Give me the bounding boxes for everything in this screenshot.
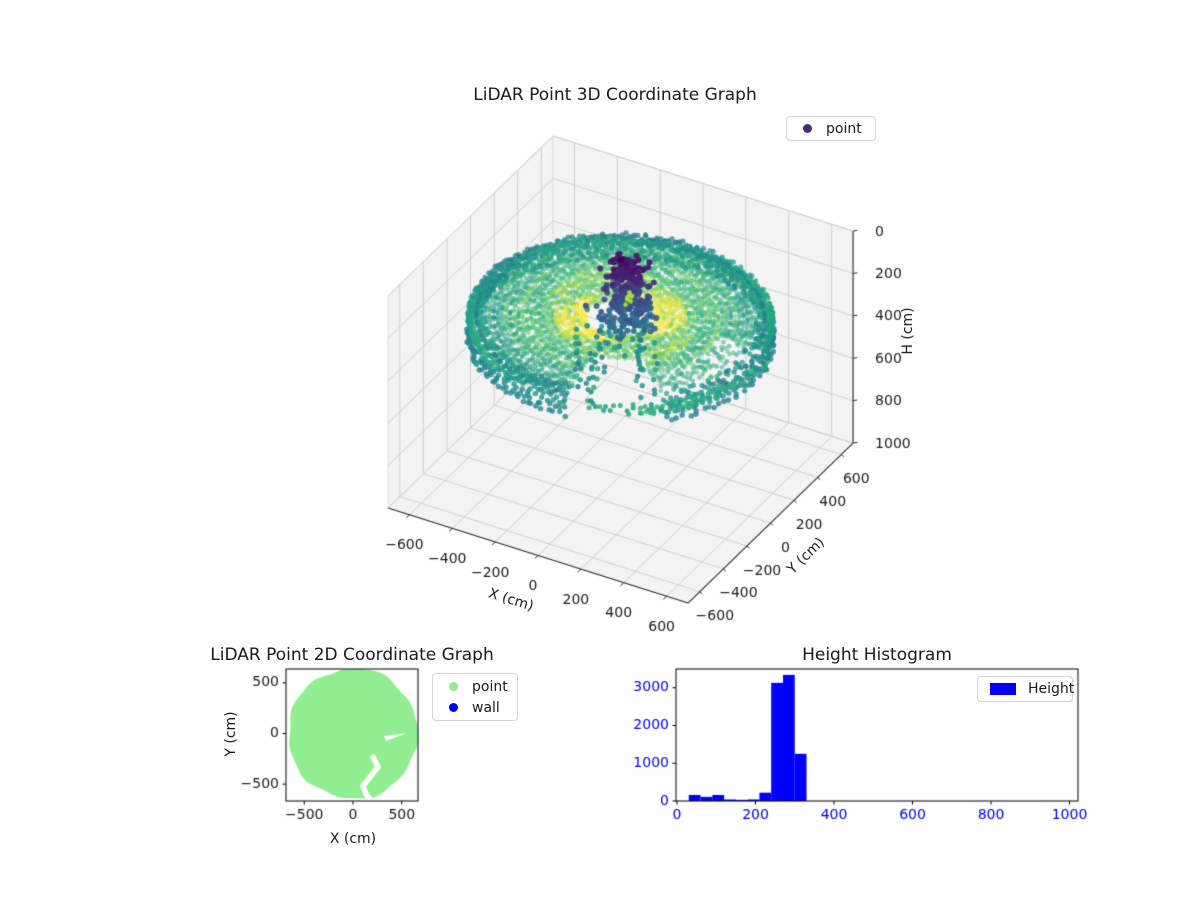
legend-item-point: point — [443, 676, 508, 697]
legend-item-wall: wall — [443, 697, 507, 718]
wall-marker-icon — [449, 703, 458, 712]
legend-label: point — [472, 678, 508, 695]
plot2d-yaxis-label: Y (cm) — [223, 711, 239, 757]
plot3d-legend: point — [786, 116, 876, 141]
plot3d-zaxis-label: H (cm) — [900, 307, 916, 355]
plot2d-xaxis-label: X (cm) — [329, 831, 377, 847]
point-marker-icon — [449, 682, 458, 691]
plot2d-title: LiDAR Point 2D Coordinate Graph — [210, 645, 494, 665]
plot2d-legend: point wall — [432, 673, 518, 721]
height-marker-icon — [990, 683, 1016, 695]
point-marker-icon — [803, 124, 812, 133]
legend-item-height: Height — [988, 679, 1074, 699]
legend-label: Height — [1028, 681, 1075, 697]
hist-title: Height Histogram — [802, 645, 952, 665]
plot3d-title: LiDAR Point 3D Coordinate Graph — [473, 85, 757, 105]
hist-legend: Height — [977, 676, 1074, 702]
legend-item-point: point — [797, 119, 865, 138]
legend-label: wall — [472, 699, 500, 716]
legend-label: point — [826, 120, 862, 137]
